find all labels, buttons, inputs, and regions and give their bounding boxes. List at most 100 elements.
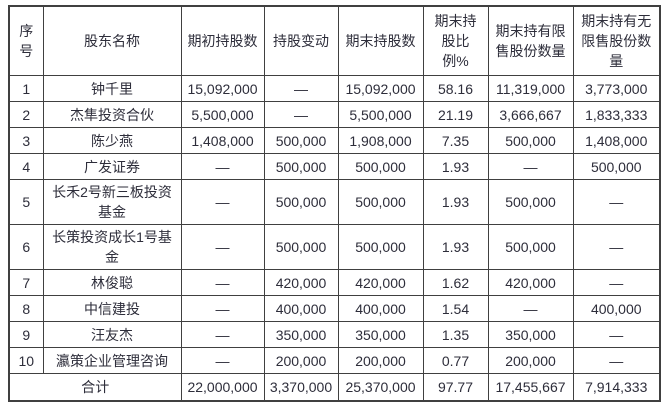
- total-value: 97.77: [422, 373, 489, 401]
- cell-value: 500,000: [337, 153, 424, 180]
- cell-value: —: [487, 153, 574, 180]
- cell-value: 1,908,000: [337, 127, 424, 154]
- row-index: 5: [8, 179, 44, 225]
- cell-value: 200,000: [263, 347, 339, 374]
- total-label: 合计: [8, 373, 182, 401]
- cell-value: 1.93: [422, 153, 489, 180]
- table-row: 7 林俊聪 —420,000 420,000 1.62 420,000—: [8, 269, 661, 296]
- table-header: 序号 股东名称 期初持股数 持股变动 期末持股数 期末持股比例% 期末持有限售股份数量 期末持…: [8, 5, 661, 76]
- column-header: 持股变动: [263, 5, 339, 76]
- shareholder-name: 长策投资成长1号基金: [42, 224, 182, 270]
- cell-value: 400,000: [337, 295, 424, 322]
- cell-value: —: [487, 295, 574, 322]
- cell-value: 420,000: [487, 269, 574, 296]
- cell-value: 420,000: [337, 269, 424, 296]
- row-index: 4: [8, 153, 44, 180]
- row-index: 8: [8, 295, 44, 322]
- cell-value: 11,319,000: [487, 75, 574, 102]
- total-value: 7,914,333: [572, 373, 661, 401]
- cell-value: —: [180, 179, 265, 225]
- row-index: 2: [8, 101, 44, 128]
- cell-value: 1,408,000: [572, 127, 661, 154]
- cell-value: —: [180, 269, 265, 296]
- table-row: 10 瀛策企业管理咨询 —200,000 200,000 0.77 200,000—: [8, 347, 661, 374]
- cell-value: 1.35: [422, 321, 489, 348]
- cell-value: 500,000: [337, 224, 424, 270]
- table-row: 9 汪友杰 —350,000 350,000 1.35 350,000—: [8, 321, 661, 348]
- row-index: 7: [8, 269, 44, 296]
- shareholder-name: 瀛策企业管理咨询: [42, 347, 182, 374]
- column-header: 期初持股数: [180, 5, 265, 76]
- cell-value: 400,000: [572, 295, 661, 322]
- cell-value: 3,666,667: [487, 101, 574, 128]
- column-header: 序号: [8, 5, 44, 76]
- cell-value: 500,000: [337, 179, 424, 225]
- cell-value: —: [572, 269, 661, 296]
- cell-value: —: [180, 224, 265, 270]
- total-value: 17,455,667: [487, 373, 574, 401]
- cell-value: 500,000: [572, 153, 661, 180]
- table-row: 3 陈少燕 1,408,000 500,000 1,908,000 7.35 500,000…: [8, 127, 661, 154]
- cell-value: 5,500,000: [180, 101, 265, 128]
- cell-value: 58.16: [422, 75, 489, 102]
- row-index: 6: [8, 224, 44, 270]
- cell-value: —: [180, 295, 265, 322]
- cell-value: —: [572, 179, 661, 225]
- total-value: 3,370,000: [263, 373, 339, 401]
- cell-value: 200,000: [337, 347, 424, 374]
- cell-value: 7.35: [422, 127, 489, 154]
- shareholder-name: 中信建投: [42, 295, 182, 322]
- shareholder-name: 钟千里: [42, 75, 182, 102]
- row-index: 1: [8, 75, 44, 102]
- cell-value: —: [263, 101, 339, 128]
- cell-value: 350,000: [337, 321, 424, 348]
- column-header: 期末持股比例%: [422, 5, 489, 76]
- shareholder-holdings-table: 序号 股东名称 期初持股数 持股变动 期末持股数 期末持股比例% 期末持有限售股份数量 期末持…: [8, 5, 661, 402]
- cell-value: 500,000: [487, 127, 574, 154]
- cell-value: 500,000: [487, 179, 574, 225]
- cell-value: 1,833,333: [572, 101, 661, 128]
- cell-value: 1,408,000: [180, 127, 265, 154]
- cell-value: 500,000: [263, 179, 339, 225]
- shareholder-name: 杰隼投资合伙: [42, 101, 182, 128]
- row-index: 9: [8, 321, 44, 348]
- cell-value: 400,000: [263, 295, 339, 322]
- cell-value: 15,092,000: [180, 75, 265, 102]
- cell-value: 500,000: [487, 224, 574, 270]
- table-row: 4 广发证券 —500,000 500,000 1.93—500,000: [8, 153, 661, 180]
- cell-value: 200,000: [487, 347, 574, 374]
- row-index: 10: [8, 347, 44, 374]
- header-row: 序号 股东名称 期初持股数 持股变动 期末持股数 期末持股比例% 期末持有限售股份数量 期末持…: [8, 5, 661, 76]
- cell-value: 350,000: [487, 321, 574, 348]
- cell-value: 1.54: [422, 295, 489, 322]
- column-header: 期末持股数: [337, 5, 424, 76]
- cell-value: —: [572, 321, 661, 348]
- cell-value: 1.93: [422, 224, 489, 270]
- cell-value: —: [572, 347, 661, 374]
- table-row: 6 长策投资成长1号基金 —500,000 500,000 1.93 500,000—: [8, 224, 661, 270]
- cell-value: —: [263, 75, 339, 102]
- cell-value: —: [180, 153, 265, 180]
- column-header: 期末持有无限售股份数量: [572, 5, 661, 76]
- cell-value: 420,000: [263, 269, 339, 296]
- cell-value: 350,000: [263, 321, 339, 348]
- cell-value: 500,000: [263, 224, 339, 270]
- shareholder-name: 广发证券: [42, 153, 182, 180]
- table-row: 2 杰隼投资合伙 5,500,000—5,500,000 21.19 3,666,667…: [8, 101, 661, 128]
- table-row: 5 长禾2号新三板投资基金 —500,000 500,000 1.93 500,000—: [8, 179, 661, 225]
- shareholder-name: 林俊聪: [42, 269, 182, 296]
- cell-value: 3,773,000: [572, 75, 661, 102]
- shareholder-name: 长禾2号新三板投资基金: [42, 179, 182, 225]
- table-row: 8 中信建投 —400,000 400,000 1.54—400,000: [8, 295, 661, 322]
- cell-value: —: [180, 321, 265, 348]
- row-index: 3: [8, 127, 44, 154]
- cell-value: 5,500,000: [337, 101, 424, 128]
- cell-value: 1.93: [422, 179, 489, 225]
- table-row: 1 钟千里 15,092,000—15,092,000 58.16 11,319,000…: [8, 75, 661, 102]
- total-value: 22,000,000: [180, 373, 265, 401]
- cell-value: 500,000: [263, 153, 339, 180]
- cell-value: 1.62: [422, 269, 489, 296]
- cell-value: 0.77: [422, 347, 489, 374]
- cell-value: 21.19: [422, 101, 489, 128]
